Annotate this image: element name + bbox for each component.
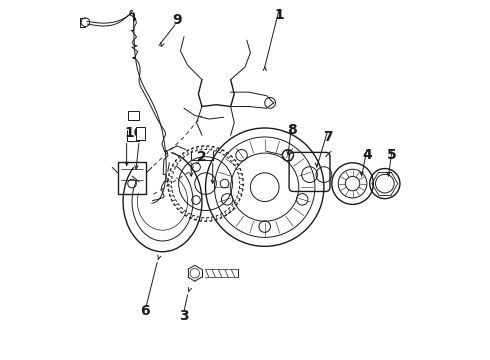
- Bar: [136, 127, 145, 140]
- Text: 6: 6: [140, 304, 149, 318]
- Bar: [118, 162, 147, 194]
- Text: 8: 8: [287, 123, 296, 137]
- Text: 9: 9: [172, 13, 182, 27]
- Bar: [128, 111, 139, 120]
- Text: 7: 7: [323, 130, 332, 144]
- Text: 3: 3: [179, 309, 189, 323]
- Text: 10: 10: [124, 126, 144, 140]
- Text: 2: 2: [197, 150, 207, 164]
- Text: 5: 5: [387, 148, 397, 162]
- Text: 4: 4: [362, 148, 372, 162]
- Text: 1: 1: [274, 8, 284, 22]
